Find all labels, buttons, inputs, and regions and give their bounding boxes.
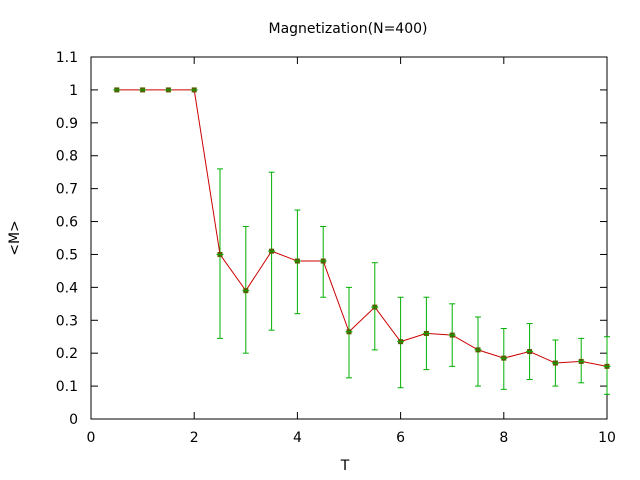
y-axis-label: <M> <box>7 220 23 256</box>
x-tick-label: 0 <box>87 430 96 446</box>
y-tick-label: 0.5 <box>56 247 78 263</box>
y-tick-label: 0.6 <box>56 215 78 231</box>
x-axis-label: T <box>340 458 350 474</box>
y-tick-label: 0.2 <box>56 346 78 362</box>
y-tick-label: 1.1 <box>56 50 78 66</box>
plot-frame <box>90 56 608 420</box>
y-tick-label: 0.3 <box>56 313 78 329</box>
x-tick-label: 6 <box>396 430 405 446</box>
y-tick-label: 1 <box>69 83 78 99</box>
x-tick-label: 10 <box>598 430 616 446</box>
chart-title: Magnetization(N=400) <box>268 21 427 37</box>
x-axis: 0 2 4 6 8 10 <box>87 57 616 446</box>
y-tick-label: 0 <box>69 412 78 428</box>
y-tick-label: 0.8 <box>56 149 78 165</box>
x-tick-label: 8 <box>499 430 508 446</box>
plot-area <box>90 56 608 420</box>
series-line-group <box>116 89 608 367</box>
y-axis: 0 0.1 0.2 0.3 0.4 0.5 0.6 0.7 0.8 0.9 1 1.1 <box>56 50 607 428</box>
y-tick-label: 0.9 <box>56 116 78 132</box>
x-tick-label: 4 <box>293 430 302 446</box>
y-tick-label: 0.1 <box>56 379 78 395</box>
data-markers <box>113 87 611 369</box>
y-tick-label: 0.4 <box>56 280 78 296</box>
series-line <box>116 89 608 367</box>
x-tick-label: 2 <box>190 430 199 446</box>
error-bars <box>217 168 610 395</box>
y-tick-label: 0.7 <box>56 182 78 198</box>
